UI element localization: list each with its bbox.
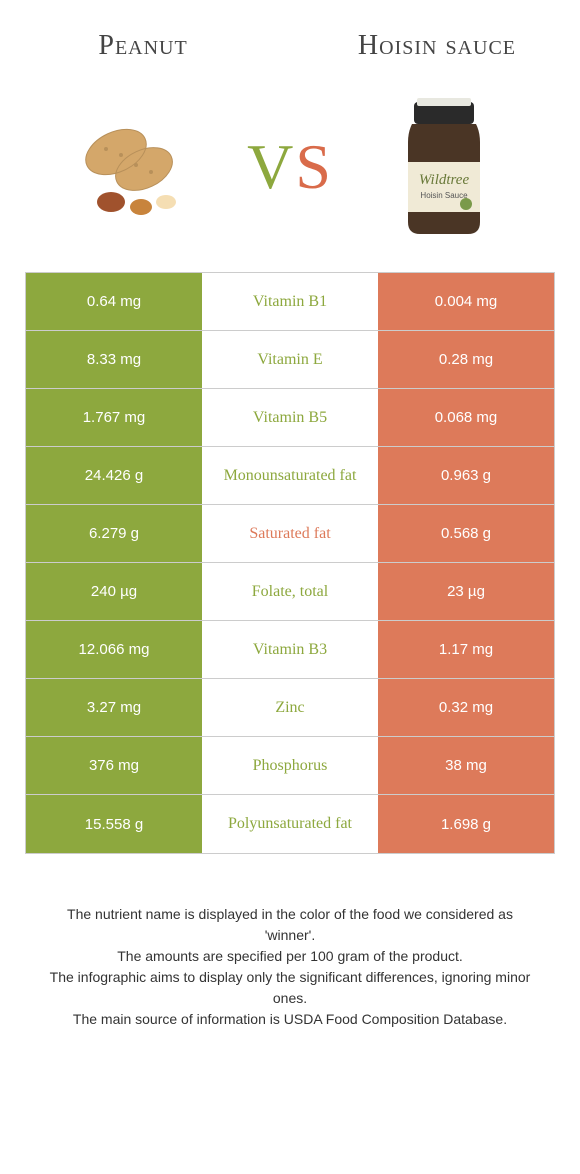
jar-icon: Wildtree Hoisin Sauce <box>384 92 504 242</box>
footer-line: The infographic aims to display only the… <box>40 967 540 1009</box>
vs-v: V <box>247 131 295 202</box>
footer-notes: The nutrient name is displayed in the co… <box>0 854 580 1050</box>
left-value: 6.279 g <box>26 505 202 562</box>
left-value: 1.767 mg <box>26 389 202 446</box>
left-value: 3.27 mg <box>26 679 202 736</box>
right-value: 1.698 g <box>378 795 554 853</box>
nutrient-name: Polyunsaturated fat <box>202 795 378 853</box>
peanut-icon <box>66 107 206 227</box>
table-row: 8.33 mgVitamin E0.28 mg <box>26 331 554 389</box>
table-row: 12.066 mgVitamin B31.17 mg <box>26 621 554 679</box>
svg-text:Hoisin Sauce: Hoisin Sauce <box>420 191 468 200</box>
left-value: 8.33 mg <box>26 331 202 388</box>
nutrient-name: Vitamin B5 <box>202 389 378 446</box>
nutrient-name: Vitamin E <box>202 331 378 388</box>
nutrient-name: Vitamin B3 <box>202 621 378 678</box>
comparison-table: 0.64 mgVitamin B10.004 mg8.33 mgVitamin … <box>25 272 555 854</box>
left-food-title: Peanut <box>30 30 256 62</box>
right-value: 1.17 mg <box>378 621 554 678</box>
left-value: 376 mg <box>26 737 202 794</box>
table-row: 3.27 mgZinc0.32 mg <box>26 679 554 737</box>
left-value: 12.066 mg <box>26 621 202 678</box>
right-value: 0.963 g <box>378 447 554 504</box>
table-row: 6.279 gSaturated fat0.568 g <box>26 505 554 563</box>
nutrient-name: Saturated fat <box>202 505 378 562</box>
left-value: 0.64 mg <box>26 273 202 330</box>
left-food-image <box>40 107 232 227</box>
vs-label: VS <box>232 130 347 204</box>
right-value: 0.32 mg <box>378 679 554 736</box>
right-value: 23 µg <box>378 563 554 620</box>
right-food-image: Wildtree Hoisin Sauce <box>348 92 540 242</box>
nutrient-name: Folate, total <box>202 563 378 620</box>
right-value: 0.28 mg <box>378 331 554 388</box>
right-value: 0.068 mg <box>378 389 554 446</box>
svg-text:Wildtree: Wildtree <box>419 172 470 188</box>
table-row: 376 mgPhosphorus38 mg <box>26 737 554 795</box>
vs-s: S <box>295 131 333 202</box>
table-row: 15.558 gPolyunsaturated fat1.698 g <box>26 795 554 853</box>
footer-line: The nutrient name is displayed in the co… <box>40 904 540 946</box>
right-value: 0.004 mg <box>378 273 554 330</box>
table-row: 0.64 mgVitamin B10.004 mg <box>26 273 554 331</box>
nutrient-name: Zinc <box>202 679 378 736</box>
table-row: 240 µgFolate, total23 µg <box>26 563 554 621</box>
images-row: VS Wildtree Hoisin Sauce <box>0 72 580 272</box>
left-value: 240 µg <box>26 563 202 620</box>
right-value: 0.568 g <box>378 505 554 562</box>
table-row: 24.426 gMonounsaturated fat0.963 g <box>26 447 554 505</box>
right-food-title: Hoisin sauce <box>324 30 550 62</box>
nutrient-name: Monounsaturated fat <box>202 447 378 504</box>
nutrient-name: Vitamin B1 <box>202 273 378 330</box>
footer-line: The amounts are specified per 100 gram o… <box>40 946 540 967</box>
table-row: 1.767 mgVitamin B50.068 mg <box>26 389 554 447</box>
right-value: 38 mg <box>378 737 554 794</box>
left-value: 24.426 g <box>26 447 202 504</box>
header-row: Peanut Hoisin sauce <box>0 0 580 72</box>
left-value: 15.558 g <box>26 795 202 853</box>
footer-line: The main source of information is USDA F… <box>40 1009 540 1030</box>
nutrient-name: Phosphorus <box>202 737 378 794</box>
